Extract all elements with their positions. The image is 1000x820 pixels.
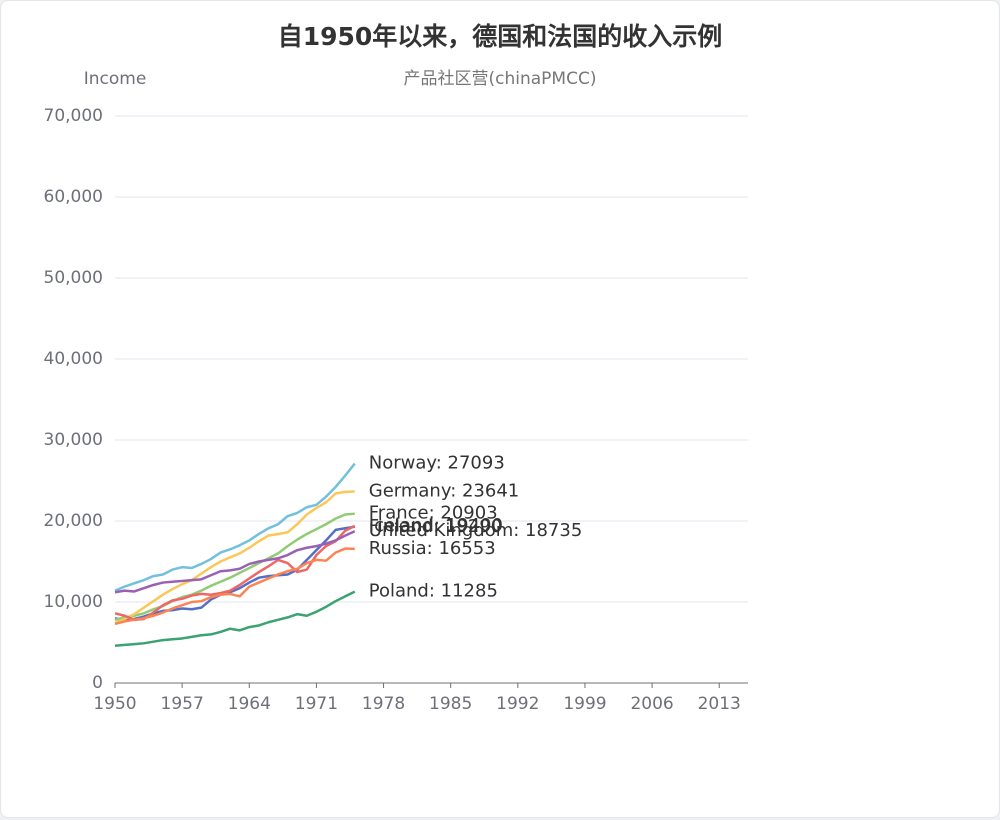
y-axis-label: Income <box>84 69 147 89</box>
y-tick-label: 70,000 <box>44 106 103 126</box>
end-label: Russia: 16553 <box>369 538 496 559</box>
end-label: Norway: 27093 <box>369 453 505 474</box>
end-label: United Kingdom: 18735 <box>369 520 583 541</box>
end-label: Poland: 11285 <box>369 581 498 602</box>
x-tick-label: 1971 <box>295 694 338 714</box>
line <box>114 530 356 594</box>
y-tick-label: 20,000 <box>44 511 103 531</box>
x-tick-label: 1957 <box>161 694 204 714</box>
y-tick-label: 30,000 <box>44 430 103 450</box>
x-tick-label: 2006 <box>630 694 673 714</box>
x-tick-label: 1985 <box>429 694 472 714</box>
line <box>114 547 355 626</box>
x-tick-label: 1964 <box>228 694 271 714</box>
chart-subtitle: 产品社区营(chinaPMCC) <box>404 69 597 89</box>
line <box>114 524 356 622</box>
end-label: Iceland: 19400 <box>369 515 503 536</box>
x-tick-label: 1992 <box>496 694 539 714</box>
x-tick-label: 1950 <box>93 694 136 714</box>
line <box>114 512 355 622</box>
y-tick-label: 60,000 <box>44 187 103 207</box>
end-label: France: 20903 <box>369 503 498 524</box>
x-tick-label: 2013 <box>698 694 741 714</box>
line <box>114 462 356 592</box>
y-tick-label: 10,000 <box>44 592 103 612</box>
end-label: Germany: 23641 <box>369 481 519 502</box>
y-tick-label: 50,000 <box>44 268 103 288</box>
line <box>114 590 356 647</box>
x-tick-label: 1978 <box>362 694 405 714</box>
chart-title: 自1950年以来，德国和法国的收入示例 <box>278 22 723 51</box>
line <box>114 525 355 622</box>
y-tick-label: 0 <box>92 673 103 693</box>
y-tick-label: 40,000 <box>44 349 103 369</box>
line <box>114 490 355 625</box>
x-tick-label: 1999 <box>563 694 606 714</box>
end-label: Finland: 19290 <box>369 516 502 537</box>
